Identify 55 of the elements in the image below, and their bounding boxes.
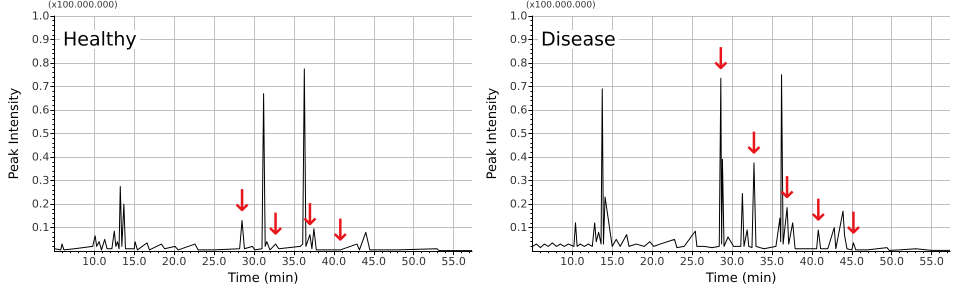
y-tick-label: 0.8 <box>32 56 50 70</box>
x-tick-label: 55.0 <box>919 255 944 268</box>
x-tick-label: 40.0 <box>322 255 346 268</box>
annotation: ↓ <box>328 213 353 248</box>
annotation: ↓ <box>840 206 866 242</box>
x-tick-label: 35.0 <box>760 255 784 268</box>
y-tick-label: 0.3 <box>32 174 50 188</box>
y-tick-label: 0.8 <box>510 56 528 70</box>
y-tick-label: 0.2 <box>510 198 528 211</box>
text: Disease <box>541 28 616 50</box>
y-tick-label: 0.3 <box>510 174 528 188</box>
x-axis-title: Time (min) <box>704 271 776 286</box>
y-tick-label: 0.4 <box>32 150 50 164</box>
annotation: ↓ <box>806 193 831 228</box>
y-tick-label: 0.2 <box>32 198 50 211</box>
x-tick-label: 35.0 <box>282 255 306 268</box>
y-tick-label: 0.5 <box>510 127 528 140</box>
y-tick-label: 0.7 <box>510 80 528 94</box>
x-tick-label: 25.0 <box>680 255 704 268</box>
y-axis-title: Peak Intensity <box>485 87 500 180</box>
x-tick-label: 15.0 <box>122 255 146 268</box>
x-tick-label: 40.0 <box>800 255 824 268</box>
y-tick-label: 0.4 <box>510 150 528 164</box>
x-axis-title: Time (min) <box>226 271 298 286</box>
text: (x100.000.000) <box>526 0 596 10</box>
x-tick-label: 50.0 <box>401 255 426 268</box>
y-tick-label: 0.1 <box>510 221 528 234</box>
y-axis-title: Peak Intensity <box>7 87 22 180</box>
text: Healthy <box>63 28 137 50</box>
y-tick-label: 0.6 <box>510 104 528 117</box>
annotation: ↓ <box>708 42 734 77</box>
y-tick-label: 0.6 <box>32 104 50 117</box>
y-tick-label: 0.1 <box>32 221 50 234</box>
annotation: ↓ <box>263 208 288 243</box>
x-tick-label: 20.0 <box>162 255 186 268</box>
x-tick-label: 15.0 <box>600 255 624 268</box>
x-tick-label: 10.0 <box>82 255 107 268</box>
x-tick-label: 30.0 <box>242 255 266 268</box>
annotation: ↓ <box>741 126 767 162</box>
y-tick-label: 1.0 <box>32 10 50 22</box>
y-tick-label: 0.9 <box>32 33 50 46</box>
y-tick-label: 0.9 <box>510 33 528 46</box>
x-tick-label: 25.0 <box>202 255 226 268</box>
x-tick-label: 55.0 <box>441 255 466 268</box>
annotation: ↓ <box>229 184 255 220</box>
text: (x100.000.000) <box>48 0 118 10</box>
y-tick-label: 0.7 <box>32 80 50 94</box>
x-tick-label: 20.0 <box>640 255 664 268</box>
x-tick-label: 50.0 <box>879 255 904 268</box>
y-tick-label: 0.5 <box>32 127 50 140</box>
x-tick-label: 45.0 <box>362 255 386 268</box>
x-tick-label: 30.0 <box>720 255 744 268</box>
x-tick-label: 45.0 <box>840 255 864 268</box>
x-tick-label: 10.0 <box>560 255 585 268</box>
y-tick-label: 1.0 <box>510 10 528 22</box>
